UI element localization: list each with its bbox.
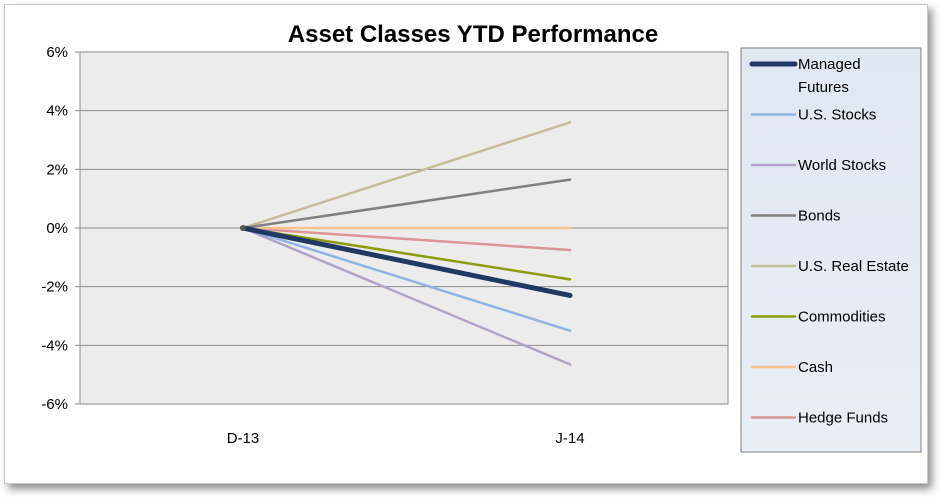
x-axis: D-13 J-14 [227, 430, 585, 447]
legend-label: U.S. Real Estate [798, 258, 909, 275]
series-line-commodities [241, 226, 572, 281]
series-line-managed-futures [240, 225, 573, 298]
series-line-hedge-funds [241, 226, 572, 252]
series-line-world-stocks [241, 226, 572, 366]
x-tick-label: D-13 [227, 430, 260, 447]
legend-label: Commodities [798, 309, 886, 326]
legend-label: Managed Futures [798, 56, 861, 96]
y-tick-label: 0% [46, 220, 68, 237]
series-line-bonds [241, 178, 572, 230]
chart-title: Asset Classes YTD Performance [288, 21, 658, 48]
origin-point [240, 225, 246, 231]
series-line-u-s-stocks [241, 226, 572, 332]
y-axis: -6% -4% -2% 0% 2% 4% 6% [41, 44, 80, 413]
legend-label: Cash [798, 359, 833, 376]
y-tick-label: -6% [41, 396, 68, 413]
legend-label: World Stocks [798, 157, 886, 174]
y-tick-label: 6% [46, 44, 68, 61]
y-tick-label: -4% [41, 337, 68, 354]
x-tick-label: J-14 [555, 430, 584, 447]
gridlines [80, 51, 728, 405]
legend-label: Hedge Funds [798, 410, 888, 427]
legend-label: U.S. Stocks [798, 107, 876, 124]
legend-label: Bonds [798, 208, 841, 225]
series-line-u-s-real-estate [241, 121, 572, 230]
y-tick-label: 4% [46, 103, 68, 120]
y-tick-label: -2% [41, 279, 68, 296]
legend: Managed Futures U.S. Stocks World Stocks Bon… [749, 56, 909, 427]
y-tick-label: 2% [46, 161, 68, 178]
series-lines [240, 121, 573, 366]
